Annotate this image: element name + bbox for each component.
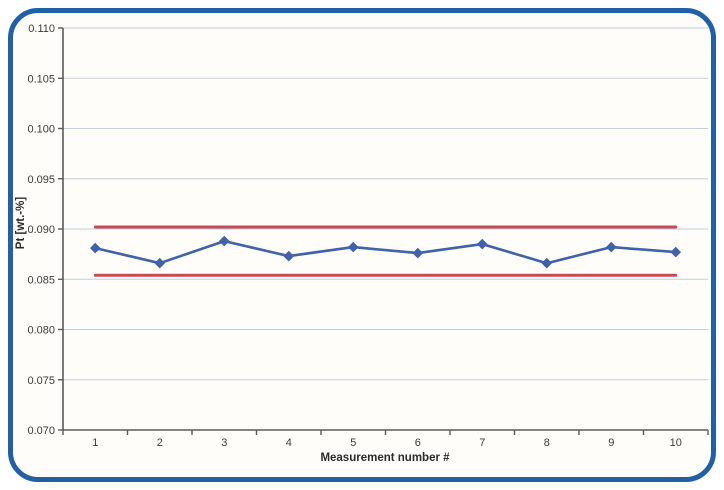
data-point-marker (347, 241, 359, 253)
data-point-marker (541, 257, 553, 269)
y-tick-label: 0.075 (27, 375, 55, 387)
chart-border-frame (8, 8, 716, 482)
x-tick-label: 8 (544, 437, 550, 449)
data-point-marker (154, 257, 166, 269)
x-tick-label: 3 (221, 437, 227, 449)
data-point-marker (476, 238, 488, 250)
x-tick-label: 10 (670, 437, 682, 449)
y-axis-title: Pt [wt.-%] (15, 197, 27, 250)
y-tick-label: 0.100 (27, 124, 55, 136)
x-tick-label: 4 (286, 437, 292, 449)
x-tick-label: 2 (157, 437, 163, 449)
axis-tick-labels: 0.070 0.075 0.080 0.085 0.090 0.095 0.100 0.105… (27, 23, 681, 449)
data-point-marker (605, 241, 617, 253)
series-line-Pt-measurements (94, 239, 678, 265)
y-tick-label: 0.105 (27, 73, 55, 85)
x-tick-label: 5 (350, 437, 356, 449)
x-tick-label: 7 (479, 437, 485, 449)
y-tick-label: 0.085 (27, 274, 55, 286)
data-point-marker (670, 246, 682, 258)
x-axis-title: Measurement number # (320, 452, 450, 464)
y-tick-label: 0.070 (27, 425, 55, 437)
axis-ticks (58, 27, 709, 435)
data-point-marker (412, 247, 424, 259)
y-tick-label: 0.090 (27, 224, 55, 236)
data-point-marker (218, 235, 230, 247)
gridlines (63, 27, 708, 381)
y-tick-label: 0.080 (27, 325, 55, 337)
y-tick-label: 0.110 (28, 23, 55, 35)
data-point-marker (283, 250, 295, 262)
x-tick-label: 9 (608, 437, 614, 449)
x-tick-label: 1 (92, 437, 98, 449)
data-point-marker (89, 242, 101, 254)
series-layer (89, 225, 682, 277)
y-tick-label: 0.095 (27, 174, 55, 186)
x-tick-label: 6 (415, 437, 421, 449)
